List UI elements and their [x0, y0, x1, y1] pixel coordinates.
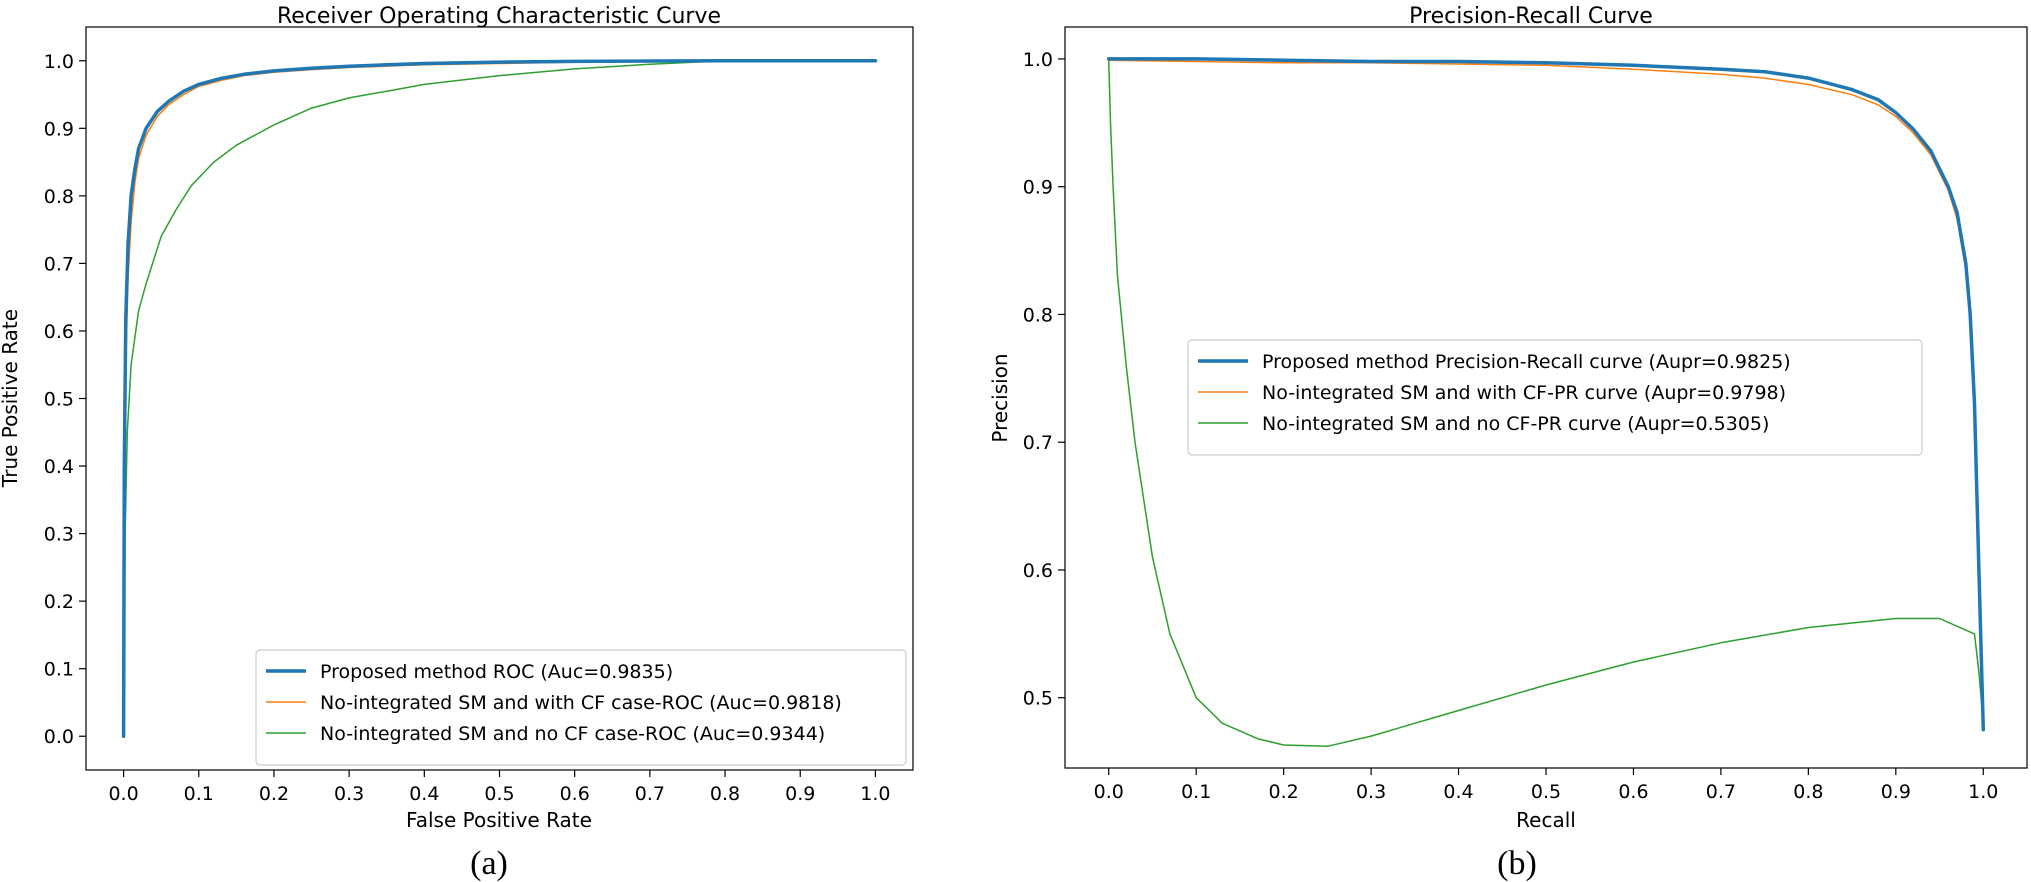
roc-y-tick-label: 0.3	[44, 524, 74, 546]
pr-y-tick-label: 0.5	[1023, 688, 1053, 710]
pr-chart: Precision-Recall Curve 0.0 0.1 0.2 0.3 0.4 0.…	[988, 4, 2028, 882]
pr-y-tick-label: 0.7	[1023, 432, 1053, 454]
pr-x-tick-label: 0.9	[1881, 781, 1911, 803]
pr-series-line-no-cf	[1107, 58, 1985, 748]
pr-x-ticks: 0.0 0.1 0.2 0.3 0.4 0.5 0.6 0.7 0.8 0.9 1.0	[1094, 768, 1998, 803]
roc-chart: Receiver Operating Characteristic Curve …	[0, 4, 914, 882]
roc-x-tick-label: 0.4	[409, 783, 439, 805]
pr-legend: Proposed method Precision-Recall curve (…	[1187, 339, 1923, 456]
roc-y-tick-label: 0.7	[44, 253, 74, 275]
roc-legend-box	[255, 649, 907, 766]
pr-y-tick-label: 1.0	[1023, 49, 1053, 71]
roc-y-tick-label: 0.6	[44, 321, 74, 343]
roc-y-tick-label: 0.8	[44, 186, 74, 208]
pr-x-tick-label: 0.1	[1181, 781, 1211, 803]
pr-y-axis-label: Precision	[988, 353, 1012, 442]
roc-x-tick-label: 0.1	[184, 783, 214, 805]
roc-caption: (a)	[470, 845, 508, 882]
roc-x-axis-label: False Positive Rate	[406, 808, 592, 832]
roc-y-ticks: 0.0 0.1 0.2 0.3 0.4 0.5 0.6 0.7 0.8 0.9 1.0	[44, 51, 86, 748]
pr-x-tick-label: 0.5	[1531, 781, 1561, 803]
roc-series-line-proposed	[121, 59, 878, 738]
roc-x-ticks: 0.0 0.1 0.2 0.3 0.4 0.5 0.6 0.7 0.8 0.9 1.0	[108, 770, 891, 805]
pr-legend-label-with-cf: No-integrated SM and with CF-PR curve (A…	[1262, 382, 1786, 404]
pr-x-axis-label: Recall	[1516, 808, 1576, 832]
roc-x-tick-label: 0.3	[334, 783, 364, 805]
roc-series-line-with-cf	[122, 60, 877, 737]
pr-chart-title: Precision-Recall Curve	[1409, 4, 1653, 29]
pr-x-tick-label: 0.8	[1793, 781, 1823, 803]
roc-legend-label-with-cf: No-integrated SM and with CF case-ROC (A…	[320, 692, 842, 714]
pr-legend-box	[1187, 339, 1923, 456]
roc-x-tick-label: 0.2	[259, 783, 289, 805]
roc-x-tick-label: 0.9	[785, 783, 815, 805]
roc-legend-label-no-cf: No-integrated SM and no CF case-ROC (Auc…	[320, 723, 825, 745]
roc-legend: Proposed method ROC (Auc=0.9835) No-inte…	[255, 649, 907, 766]
roc-y-tick-label: 0.4	[44, 456, 74, 478]
pr-x-tick-label: 0.3	[1356, 781, 1386, 803]
roc-x-tick-label: 0.8	[710, 783, 740, 805]
pr-x-tick-label: 0.6	[1618, 781, 1648, 803]
pr-x-tick-label: 1.0	[1968, 781, 1998, 803]
pr-x-tick-label: 0.2	[1269, 781, 1299, 803]
pr-series-line-proposed	[1106, 57, 1986, 732]
roc-series-lines	[121, 59, 878, 738]
roc-y-tick-label: 1.0	[44, 51, 74, 73]
pr-x-tick-label: 0.7	[1706, 781, 1736, 803]
pr-y-tick-label: 0.9	[1023, 177, 1053, 199]
roc-y-tick-label: 0.2	[44, 591, 74, 613]
pr-y-ticks: 0.5 0.6 0.7 0.8 0.9 1.0	[1023, 49, 1065, 710]
roc-x-tick-label: 0.5	[484, 783, 514, 805]
pr-legend-label-no-cf: No-integrated SM and no CF-PR curve (Aup…	[1262, 413, 1769, 435]
roc-x-tick-label: 0.7	[635, 783, 665, 805]
pr-series-lines	[1106, 57, 1986, 748]
pr-y-tick-label: 0.8	[1023, 304, 1053, 326]
roc-y-tick-label: 0.1	[44, 659, 74, 681]
roc-x-tick-label: 0.0	[108, 783, 138, 805]
roc-legend-label-proposed: Proposed method ROC (Auc=0.9835)	[320, 661, 673, 683]
roc-y-tick-label: 0.0	[44, 726, 74, 748]
roc-chart-title: Receiver Operating Characteristic Curve	[277, 4, 721, 29]
roc-y-tick-label: 0.5	[44, 389, 74, 411]
roc-y-tick-label: 0.9	[44, 118, 74, 140]
pr-legend-label-proposed: Proposed method Precision-Recall curve (…	[1262, 351, 1791, 373]
roc-y-axis-label: True Positive Rate	[0, 309, 22, 488]
roc-x-tick-label: 0.6	[560, 783, 590, 805]
pr-caption: (b)	[1497, 845, 1537, 882]
pr-x-tick-label: 0.4	[1443, 781, 1473, 803]
roc-series-line-no-cf	[122, 60, 877, 737]
pr-y-tick-label: 0.6	[1023, 560, 1053, 582]
roc-x-tick-label: 1.0	[860, 783, 890, 805]
pr-x-tick-label: 0.0	[1094, 781, 1124, 803]
